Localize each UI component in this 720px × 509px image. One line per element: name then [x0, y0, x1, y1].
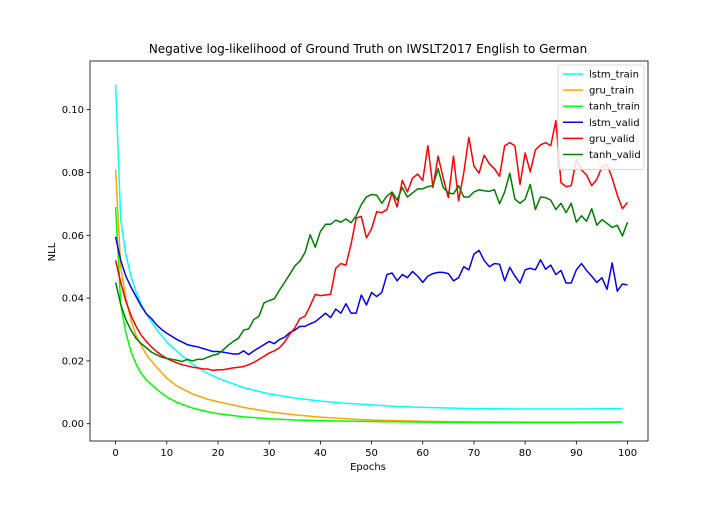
legend-label-lstm-train: lstm_train [589, 70, 639, 81]
x-tick-label: 30 [263, 448, 276, 459]
y-tick-label: 0.04 [62, 294, 84, 305]
x-tick-label: 20 [212, 448, 225, 459]
legend: lstm_train gru_train tanh_train lstm_validg… [557, 64, 645, 170]
axes-frame [89, 60, 649, 442]
legend-label-gru-valid: gru_valid [589, 134, 635, 145]
series-line-tanh-train [114, 206, 623, 424]
legend-box [557, 64, 645, 170]
series-line-gru-train [114, 169, 623, 423]
series-line-lstm-train [114, 84, 623, 410]
x-tick-label: 10 [160, 448, 173, 459]
x-tick-label: 60 [416, 448, 429, 459]
x-tick-label: 40 [314, 448, 327, 459]
x-tick-label: 90 [570, 448, 583, 459]
x-tick-label: 70 [468, 448, 481, 459]
plot-area [114, 84, 629, 424]
x-tick-label: 50 [365, 448, 378, 459]
y-tick-label: 0.02 [62, 356, 84, 367]
x-tick-label: 100 [618, 448, 637, 459]
legend-label-lstm-valid: lstm_valid [589, 118, 640, 129]
x-tick-label: 80 [519, 448, 532, 459]
y-tick-label: 0.06 [62, 231, 84, 242]
x-axis-label: Epochs [350, 462, 386, 473]
y-axis-label: NLL [47, 242, 58, 261]
chart-title: Negative log-likelihood of Ground Truth … [149, 42, 587, 56]
y-tick-label: 0.00 [62, 419, 84, 430]
legend-label-tanh-train: tanh_train [589, 102, 640, 113]
series-line-lstm-valid [114, 236, 628, 356]
legend-label-gru-train: gru_train [589, 86, 634, 97]
series-line-gru-valid [114, 119, 629, 372]
y-tick-label: 0.08 [62, 168, 84, 179]
axes: 0 10 20 30 40 50 60 70 80 90 100 0.00 0.02 0.04 0.06 0.… [62, 60, 649, 459]
x-tick-label: 0 [112, 448, 118, 459]
series-line-tanh-valid [114, 167, 629, 363]
legend-label-tanh-valid: tanh_valid [589, 150, 641, 161]
y-tick-label: 0.10 [62, 105, 84, 116]
